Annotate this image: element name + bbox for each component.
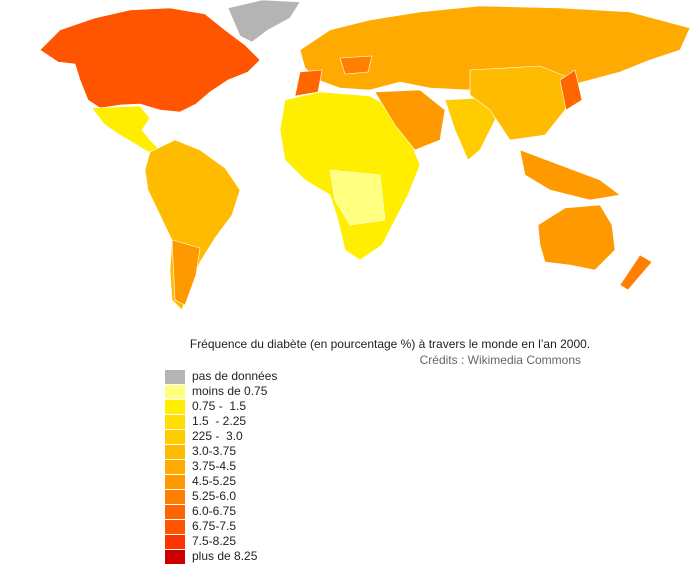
map-caption: Fréquence du diabète (en pourcentage %) … (190, 337, 590, 351)
legend-swatch (165, 400, 185, 414)
region (374, 89, 446, 151)
region (519, 149, 621, 201)
region (227, 0, 301, 43)
legend-swatch (165, 535, 185, 549)
region (299, 5, 691, 93)
region (619, 254, 653, 291)
legend-swatch (165, 370, 185, 384)
legend-label: 5.25-6.0 (192, 489, 236, 503)
legend-label: pas de données (192, 369, 277, 383)
legend-label: 6.0-6.75 (192, 504, 236, 518)
legend-swatch (165, 430, 185, 444)
region (339, 55, 373, 75)
legend-label: 4.5-5.25 (192, 474, 236, 488)
legend-label: 1.5 - 2.25 (192, 414, 246, 428)
legend-swatch (165, 475, 185, 489)
legend-label: 3.75-4.5 (192, 459, 236, 473)
region (39, 7, 261, 113)
legend-swatch (165, 445, 185, 459)
legend-swatch (165, 520, 185, 534)
legend-swatch (165, 415, 185, 429)
region (329, 169, 386, 226)
legend-swatch (165, 550, 185, 564)
region (91, 105, 161, 153)
region (537, 204, 616, 271)
legend-label: moins de 0.75 (192, 384, 268, 398)
legend-label: 0.75 - 1.5 (192, 399, 246, 413)
legend-label: 6.75-7.5 (192, 519, 236, 533)
legend-label: 7.5-8.25 (192, 534, 236, 548)
legend-label: 3.0-3.75 (192, 444, 236, 458)
region (294, 69, 323, 97)
legend-swatch (165, 505, 185, 519)
region (171, 239, 201, 306)
legend-label: plus de 8.25 (192, 549, 258, 563)
legend-swatch (165, 490, 185, 504)
credits: Crédits : Wikimedia Commons (420, 353, 581, 367)
legend-label: 225 - 3.0 (192, 429, 243, 443)
region (559, 69, 583, 111)
legend-swatch (165, 385, 185, 399)
legend-swatch (165, 460, 185, 474)
region (469, 65, 576, 141)
world-map (39, 0, 691, 311)
